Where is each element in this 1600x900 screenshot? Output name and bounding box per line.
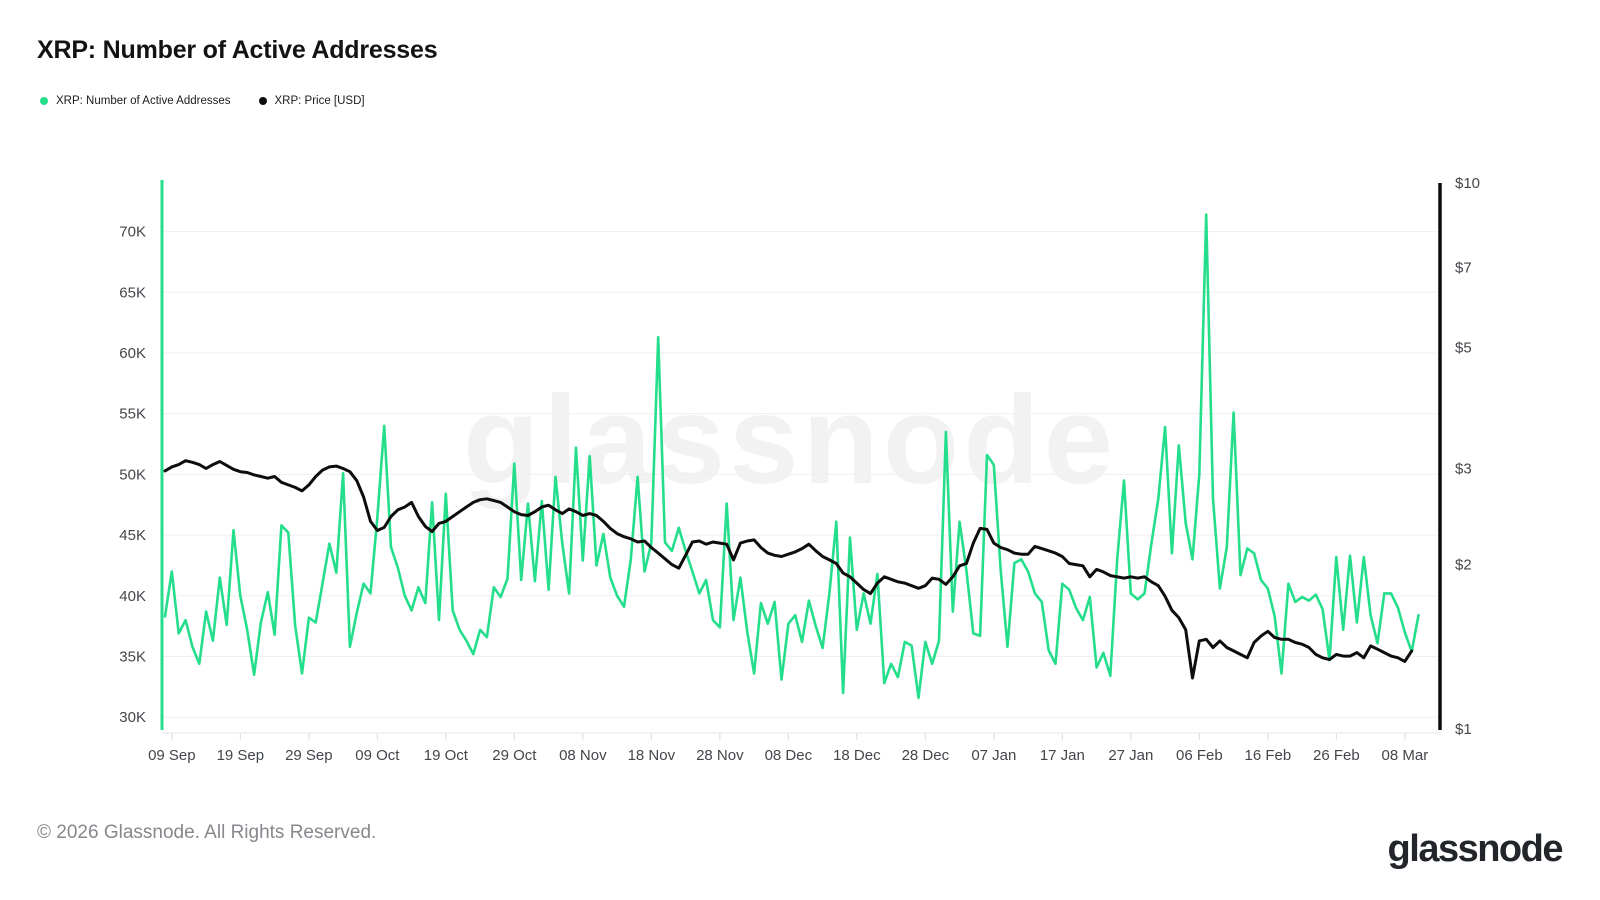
y-axis-label-right: $1 [1455, 721, 1472, 738]
y-axis-label-left: 35K [119, 649, 146, 666]
y-axis-label-left: 55K [119, 406, 146, 423]
x-axis-label: 08 Nov [559, 747, 607, 764]
legend-label-addresses: XRP: Number of Active Addresses [56, 95, 231, 107]
x-axis-label: 09 Sep [148, 747, 196, 764]
y-axis-label-right: $2 [1455, 557, 1472, 574]
x-axis-label: 29 Oct [492, 747, 537, 764]
y-axis-label-left: 45K [119, 527, 146, 544]
y-axis-label-right: $7 [1455, 260, 1472, 277]
glassnode-logo: glassnode [1387, 828, 1564, 870]
series-price-usd [163, 459, 1414, 680]
watermark: glassnode [463, 371, 1117, 510]
x-axis-label: 16 Feb [1244, 747, 1291, 764]
x-axis-label: 19 Sep [217, 747, 265, 764]
x-axis-label: 28 Nov [696, 747, 744, 764]
legend-dot-addresses-icon [40, 97, 48, 105]
y-axis-label-left: 60K [119, 345, 146, 362]
legend-label-price: XRP: Price [USD] [274, 95, 365, 107]
y-axis-label-right: $10 [1455, 175, 1480, 192]
x-axis-label: 26 Feb [1313, 747, 1360, 764]
legend-dot-price-icon [258, 97, 267, 105]
x-axis-label: 27 Jan [1108, 747, 1153, 764]
y-axis-label-left: 40K [119, 588, 146, 605]
y-axis-label-left: 30K [119, 709, 146, 726]
y-axis-label-left: 65K [119, 284, 146, 301]
x-axis-label: 07 Jan [971, 747, 1016, 764]
x-axis-label: 17 Jan [1040, 747, 1085, 764]
x-axis-label: 29 Sep [285, 747, 333, 764]
x-axis-label: 08 Mar [1382, 747, 1429, 764]
x-axis-label: 09 Oct [355, 747, 400, 764]
x-axis-label: 19 Oct [424, 747, 469, 764]
legend-item-active-addresses[interactable]: XRP: Number of Active Addresses [40, 95, 231, 107]
y-axis-label-left: 70K [119, 224, 146, 241]
x-axis-label: 18 Dec [833, 747, 881, 764]
legend-item-price[interactable]: XRP: Price [USD] [258, 95, 365, 107]
legend: XRP: Number of Active Addresses XRP: Pri… [40, 95, 365, 107]
series-active-addresses [163, 213, 1420, 700]
y-axis-label-right: $5 [1455, 339, 1472, 356]
x-axis-label: 08 Dec [765, 747, 813, 764]
y-axis-label-right: $3 [1455, 460, 1472, 477]
x-axis-label: 28 Dec [902, 747, 950, 764]
y-axis-label-left: 50K [119, 466, 146, 483]
x-axis-label: 06 Feb [1176, 747, 1223, 764]
x-axis-label: 18 Nov [628, 747, 676, 764]
copyright-text: © 2026 Glassnode. All Rights Reserved. [37, 822, 377, 843]
page-title: XRP: Number of Active Addresses [37, 36, 438, 64]
